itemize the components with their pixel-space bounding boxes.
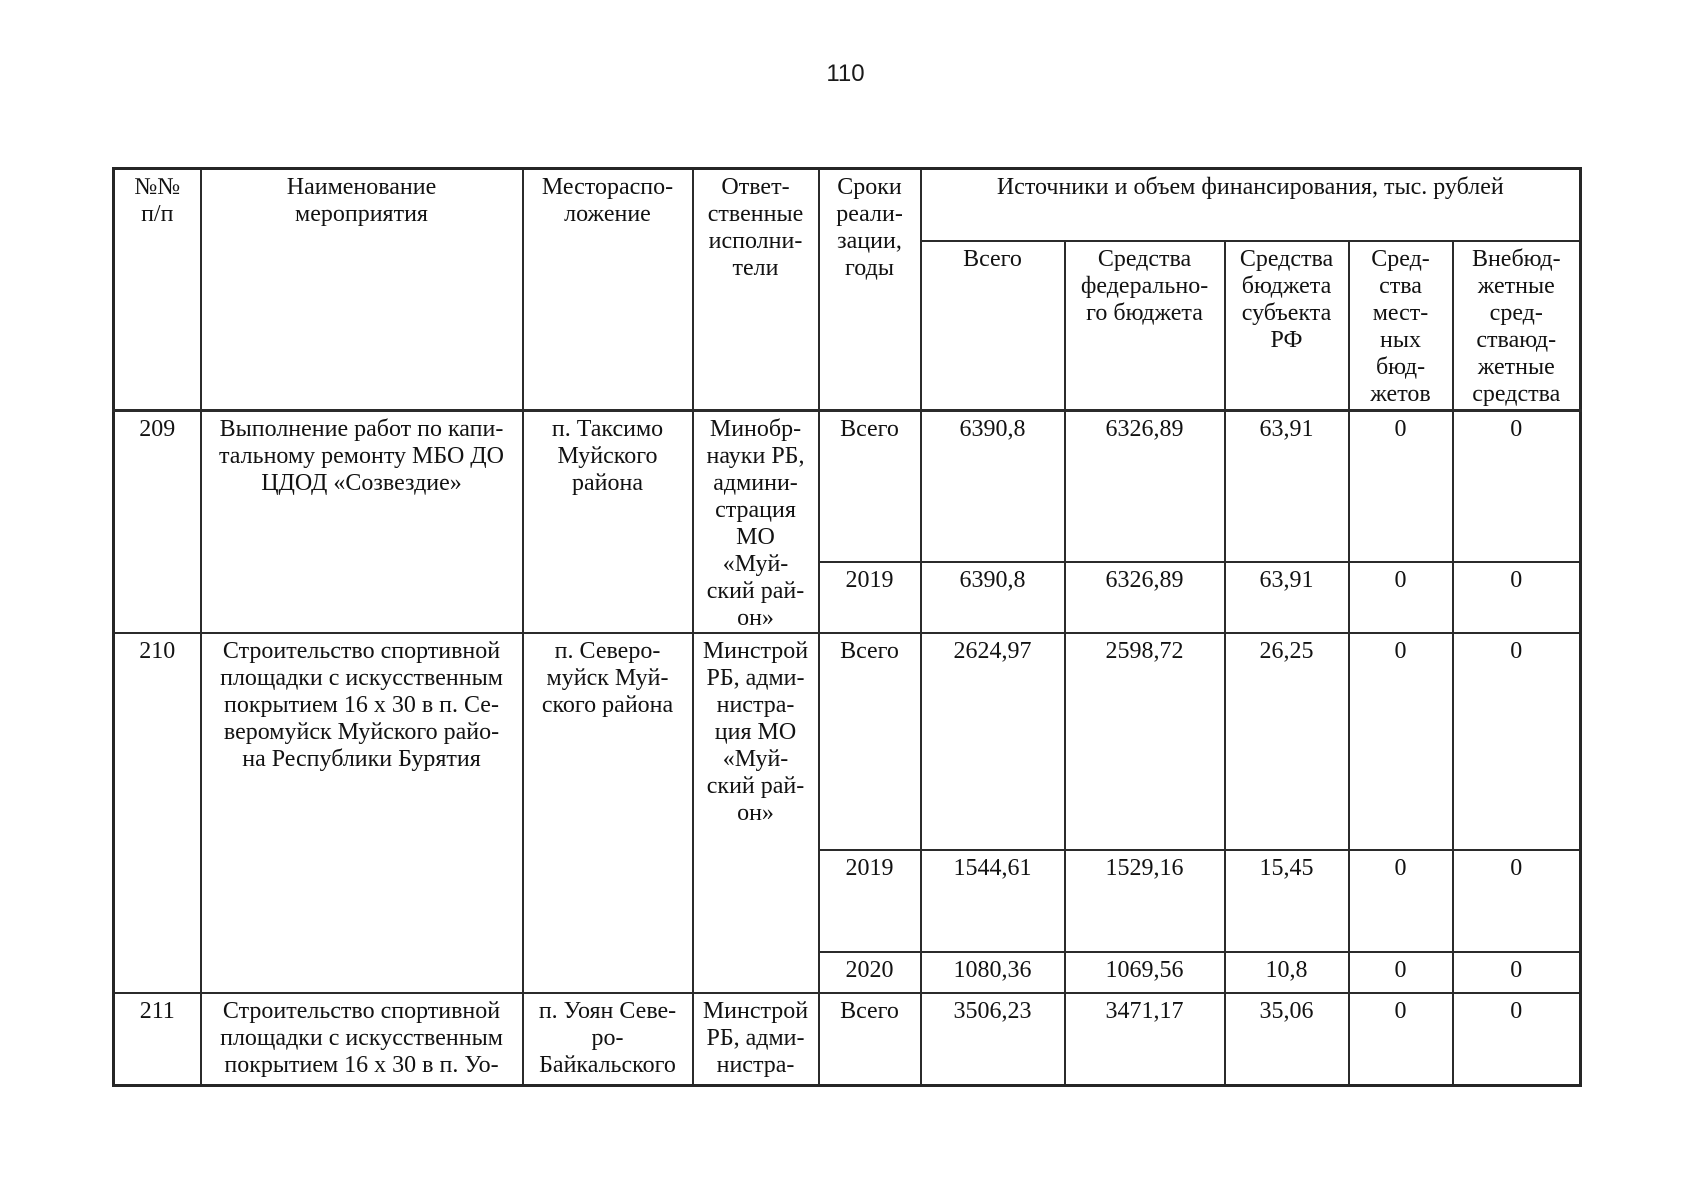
value-federal-cell: 1069,56 xyxy=(1063,951,1226,994)
header-period: Сроки реали- зации, годы xyxy=(817,167,922,412)
event-name-cell: Строительство спортивной площадки с иску… xyxy=(199,632,524,994)
location-cell: п. Северо- муйск Муй- ского района xyxy=(521,632,694,994)
value-federal-cell: 1529,16 xyxy=(1063,849,1226,953)
period-label-cell: Всего xyxy=(817,992,922,1086)
item-number-cell: 210 xyxy=(112,632,202,994)
header-federal-budget: Средства федерально- го бюджета xyxy=(1063,239,1226,412)
item-number-cell: 209 xyxy=(112,409,202,634)
value-total-cell: 3506,23 xyxy=(919,992,1066,1086)
value-total-cell: 1080,36 xyxy=(919,951,1066,994)
table-row-210-2020: 2020 1080,36 1069,56 10,8 0 0 xyxy=(114,951,1582,994)
header-executors: Ответ- ственные исполни- тели xyxy=(691,167,820,412)
header-subject-budget: Средства бюджета субъекта РФ xyxy=(1223,239,1350,412)
value-local-cell: 0 xyxy=(1347,409,1454,563)
table-row-210-total: 210 Строительство спортивной площадки с … xyxy=(112,632,1582,994)
value-total-cell: 6390,8 xyxy=(919,409,1066,563)
value-subject-cell: 26,25 xyxy=(1223,632,1350,851)
value-extra-cell: 0 xyxy=(1451,849,1582,953)
page-number: 110 xyxy=(826,60,865,87)
period-label-cell: 2020 xyxy=(817,951,922,994)
value-local-cell: 0 xyxy=(1347,849,1454,953)
location-cell: п. Уоян Севе- ро- Байкальского xyxy=(521,992,694,1086)
value-extra-cell: 0 xyxy=(1451,409,1582,563)
value-extra-cell: 0 xyxy=(1451,632,1582,851)
table-row-209-2019: 2019 6390,8 6326,89 63,91 0 0 xyxy=(114,560,1582,635)
value-extra-cell: 0 xyxy=(1451,951,1582,994)
header-financing-group: Источники и объем финансирования, тыс. р… xyxy=(919,167,1582,242)
item-number-cell: 211 xyxy=(112,992,202,1086)
value-local-cell: 0 xyxy=(1347,560,1454,635)
table-row-210-2019: 2019 1544,61 1529,16 15,45 0 0 xyxy=(114,849,1582,953)
value-subject-cell: 63,91 xyxy=(1223,409,1350,563)
value-subject-cell: 10,8 xyxy=(1223,951,1350,994)
value-total-cell: 6390,8 xyxy=(919,560,1066,635)
value-subject-cell: 35,06 xyxy=(1223,992,1350,1086)
value-total-cell: 2624,97 xyxy=(919,632,1066,851)
value-federal-cell: 2598,72 xyxy=(1063,632,1226,851)
value-extra-cell: 0 xyxy=(1451,992,1582,1086)
header-extrabudget: Внебюд- жетные сред- стваюд- жетные сред… xyxy=(1451,239,1582,412)
value-subject-cell: 15,45 xyxy=(1223,849,1350,953)
value-total-cell: 1544,61 xyxy=(919,849,1066,953)
event-name-cell: Выполнение работ по капи- тальному ремон… xyxy=(199,409,524,634)
executor-cell: Минобр- науки РБ, админи- страция МО «Му… xyxy=(691,409,820,634)
header-total: Всего xyxy=(919,239,1066,412)
value-extra-cell: 0 xyxy=(1451,560,1582,635)
value-federal-cell: 6326,89 xyxy=(1063,560,1226,635)
header-location: Местораспо- ложение xyxy=(521,167,694,412)
table-row-211-total: 211 Строительство спортивной площадки с … xyxy=(112,992,1582,1086)
location-cell: п. Таксимо Муйского района xyxy=(521,409,694,634)
value-local-cell: 0 xyxy=(1347,632,1454,851)
executor-cell: Минстрой РБ, адми- нистра- xyxy=(691,992,820,1086)
executor-cell: Минстрой РБ, адми- нистра- ция МО «Муй- … xyxy=(691,632,820,994)
header-item-number: №№ п/п xyxy=(112,167,202,412)
period-label-cell: Всего xyxy=(817,632,922,851)
period-label-cell: Всего xyxy=(817,409,922,563)
header-local-budget: Сред- ства мест- ных бюд- жетов xyxy=(1347,239,1454,412)
value-local-cell: 0 xyxy=(1347,951,1454,994)
table-row-209-total: 209 Выполнение работ по капи- тальному р… xyxy=(112,409,1582,634)
financing-table: №№ п/п Наименование мероприятия Месторас… xyxy=(112,167,1583,1087)
period-label-cell: 2019 xyxy=(817,849,922,953)
value-subject-cell: 63,91 xyxy=(1223,560,1350,635)
event-name-cell: Строительство спортивной площадки с иску… xyxy=(199,992,524,1086)
value-federal-cell: 6326,89 xyxy=(1063,409,1226,563)
header-event-name: Наименование мероприятия xyxy=(199,167,524,412)
value-federal-cell: 3471,17 xyxy=(1063,992,1226,1086)
value-local-cell: 0 xyxy=(1347,992,1454,1086)
period-label-cell: 2019 xyxy=(817,560,922,635)
